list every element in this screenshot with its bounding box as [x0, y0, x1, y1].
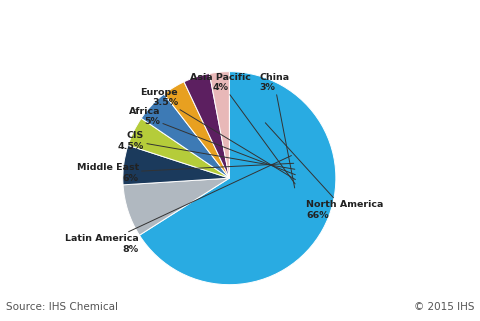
Text: Africa
5%: Africa 5%	[129, 107, 295, 175]
Wedge shape	[123, 178, 229, 235]
Text: © 2015 IHS: © 2015 IHS	[414, 301, 474, 312]
Wedge shape	[123, 145, 229, 185]
Text: Source: IHS Chemical: Source: IHS Chemical	[6, 301, 118, 312]
Wedge shape	[128, 118, 229, 178]
Text: China
3%: China 3%	[259, 73, 295, 188]
Text: CIS
4.5%: CIS 4.5%	[118, 131, 295, 169]
Text: (millions of dollars): (millions of dollars)	[6, 44, 135, 57]
Wedge shape	[139, 72, 336, 285]
Text: Latin America
8%: Latin America 8%	[65, 156, 291, 254]
Text: Middle East
6%: Middle East 6%	[77, 163, 294, 183]
Wedge shape	[184, 74, 229, 178]
Wedge shape	[141, 94, 229, 178]
Wedge shape	[164, 82, 229, 178]
Text: World Market for Oil Field Chemicals and Services by Region - 2014: World Market for Oil Field Chemicals and…	[6, 18, 454, 30]
Text: Europe
3.5%: Europe 3.5%	[141, 88, 295, 179]
Text: Asia Pacific
4%: Asia Pacific 4%	[191, 73, 295, 184]
Text: North America
66%: North America 66%	[265, 123, 384, 220]
Wedge shape	[209, 72, 229, 178]
